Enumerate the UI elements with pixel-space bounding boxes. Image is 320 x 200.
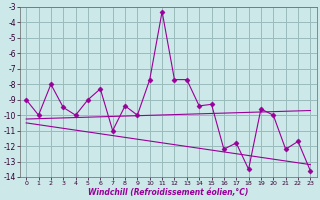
X-axis label: Windchill (Refroidissement éolien,°C): Windchill (Refroidissement éolien,°C) — [88, 188, 248, 197]
